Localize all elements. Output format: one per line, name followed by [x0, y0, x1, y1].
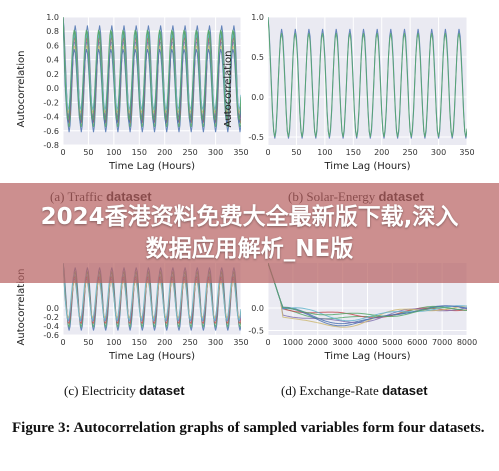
y-tick-label: -0.6 — [43, 331, 59, 340]
x-tick-label: 1000 — [283, 338, 303, 347]
x-tick-label: 0 — [60, 148, 65, 157]
figure-caption: Figure 3: Autocorrelation graphs of samp… — [12, 420, 485, 436]
x-tick-label: 0 — [60, 338, 65, 347]
series-line — [268, 17, 467, 138]
y-tick-label: -0.6 — [43, 127, 59, 136]
chart-subtitle: (d) Exchange-Rate dataset — [281, 383, 428, 398]
y-tick-label: 0.8 — [46, 27, 59, 36]
y-tick-label: -0.5 — [248, 133, 264, 142]
x-tick-label: 3000 — [332, 338, 352, 347]
x-tick-label: 0 — [265, 338, 270, 347]
series-line — [268, 263, 467, 317]
x-axis-label: Time Lag (Hours) — [324, 351, 411, 362]
x-tick-label: 100 — [317, 148, 332, 157]
x-tick-label: 2000 — [308, 338, 328, 347]
y-tick-label: -0.5 — [248, 327, 264, 336]
y-tick-label: 0.0 — [251, 304, 264, 313]
x-axis-label: Time Lag (Hours) — [108, 161, 195, 172]
y-tick-label: 0.5 — [251, 53, 264, 62]
chart-exchange: 0 1000 2000 3000 4000 5000 6000 7000 8000 -0.5 0.0… — [248, 263, 477, 398]
y-tick-label: 1.0 — [46, 13, 59, 22]
x-tick-label: 150 — [346, 148, 361, 157]
y-tick-label: 0.4 — [46, 56, 59, 65]
y-tick-label: 0.2 — [46, 70, 59, 79]
y-tick-label: 1.0 — [251, 13, 264, 22]
y-axis-label: Autocorrelation — [16, 51, 27, 128]
x-tick-label: 8000 — [457, 338, 477, 347]
x-tick-label: 100 — [106, 148, 121, 157]
plot-area — [268, 17, 467, 145]
x-axis-label: Time Lag (Hours) — [108, 351, 195, 362]
watermark-banner: 2024香港资料免费大全最新版下载,深入数据应用解析_NE版 — [0, 183, 499, 283]
x-tick-label: 250 — [183, 338, 198, 347]
x-tick-label: 350 — [233, 148, 248, 157]
chart-subtitle: (c) Electricity dataset — [64, 383, 185, 398]
x-tick-label: 150 — [132, 338, 147, 347]
x-tick-label: 50 — [83, 338, 93, 347]
series-line — [63, 17, 241, 121]
x-tick-label: 50 — [83, 148, 93, 157]
y-tick-label: 0.0 — [46, 304, 59, 313]
y-tick-label: 0.6 — [46, 41, 59, 50]
x-tick-label: 4000 — [357, 338, 377, 347]
chart-traffic: 0 50 100 150 200 250 300 350 -0.8 -0.6 -0.4 -0.2 0.0… — [16, 13, 249, 204]
y-axis-label: Autocorrelation — [223, 51, 234, 128]
y-tick-label: -0.4 — [43, 322, 59, 331]
x-tick-label: 200 — [157, 148, 172, 157]
x-tick-label: 350 — [459, 148, 474, 157]
x-tick-label: 200 — [374, 148, 389, 157]
x-tick-label: 50 — [291, 148, 301, 157]
x-tick-label: 250 — [183, 148, 198, 157]
x-tick-label: 350 — [233, 338, 248, 347]
x-tick-label: 300 — [208, 338, 223, 347]
series-line — [268, 263, 467, 322]
subtitle-suffix: dataset — [382, 383, 428, 398]
series-line — [268, 263, 467, 327]
x-tick-label: 300 — [208, 148, 223, 157]
series-line — [268, 263, 467, 320]
x-tick-label: 250 — [403, 148, 418, 157]
series-line — [63, 263, 241, 323]
y-tick-label: 0.0 — [251, 93, 264, 102]
y-tick-label: -0.4 — [43, 113, 59, 122]
x-tick-label: 6000 — [407, 338, 427, 347]
series-group — [268, 17, 467, 139]
y-tick-label: 0.0 — [46, 84, 59, 93]
x-tick-label: 0 — [265, 148, 270, 157]
x-tick-label: 5000 — [382, 338, 402, 347]
y-axis-label: Autocorrelation — [16, 269, 27, 346]
x-tick-label: 150 — [132, 148, 147, 157]
y-tick-label: -0.2 — [43, 98, 59, 107]
x-tick-label: 300 — [431, 148, 446, 157]
series-group — [63, 17, 241, 133]
x-tick-label: 7000 — [432, 338, 452, 347]
x-axis-label: Time Lag (Hours) — [324, 161, 411, 172]
x-tick-label: 200 — [157, 338, 172, 347]
subtitle-prefix: (d) Exchange-Rate — [281, 383, 382, 398]
subtitle-suffix: dataset — [139, 383, 185, 398]
y-tick-label: -0.8 — [43, 141, 59, 150]
x-tick-label: 100 — [106, 338, 121, 347]
series-group — [268, 263, 467, 328]
y-tick-label: -0.2 — [43, 313, 59, 322]
subtitle-prefix: (c) Electricity — [64, 383, 139, 398]
watermark-title: 2024香港资料免费大全最新版下载,深入数据应用解析_NE版 — [40, 204, 459, 262]
chart-electricity: 0 50 100 150 200 250 300 350 -0.6-0.4-0.20.0 Time… — [16, 263, 249, 398]
series-line — [268, 263, 467, 328]
